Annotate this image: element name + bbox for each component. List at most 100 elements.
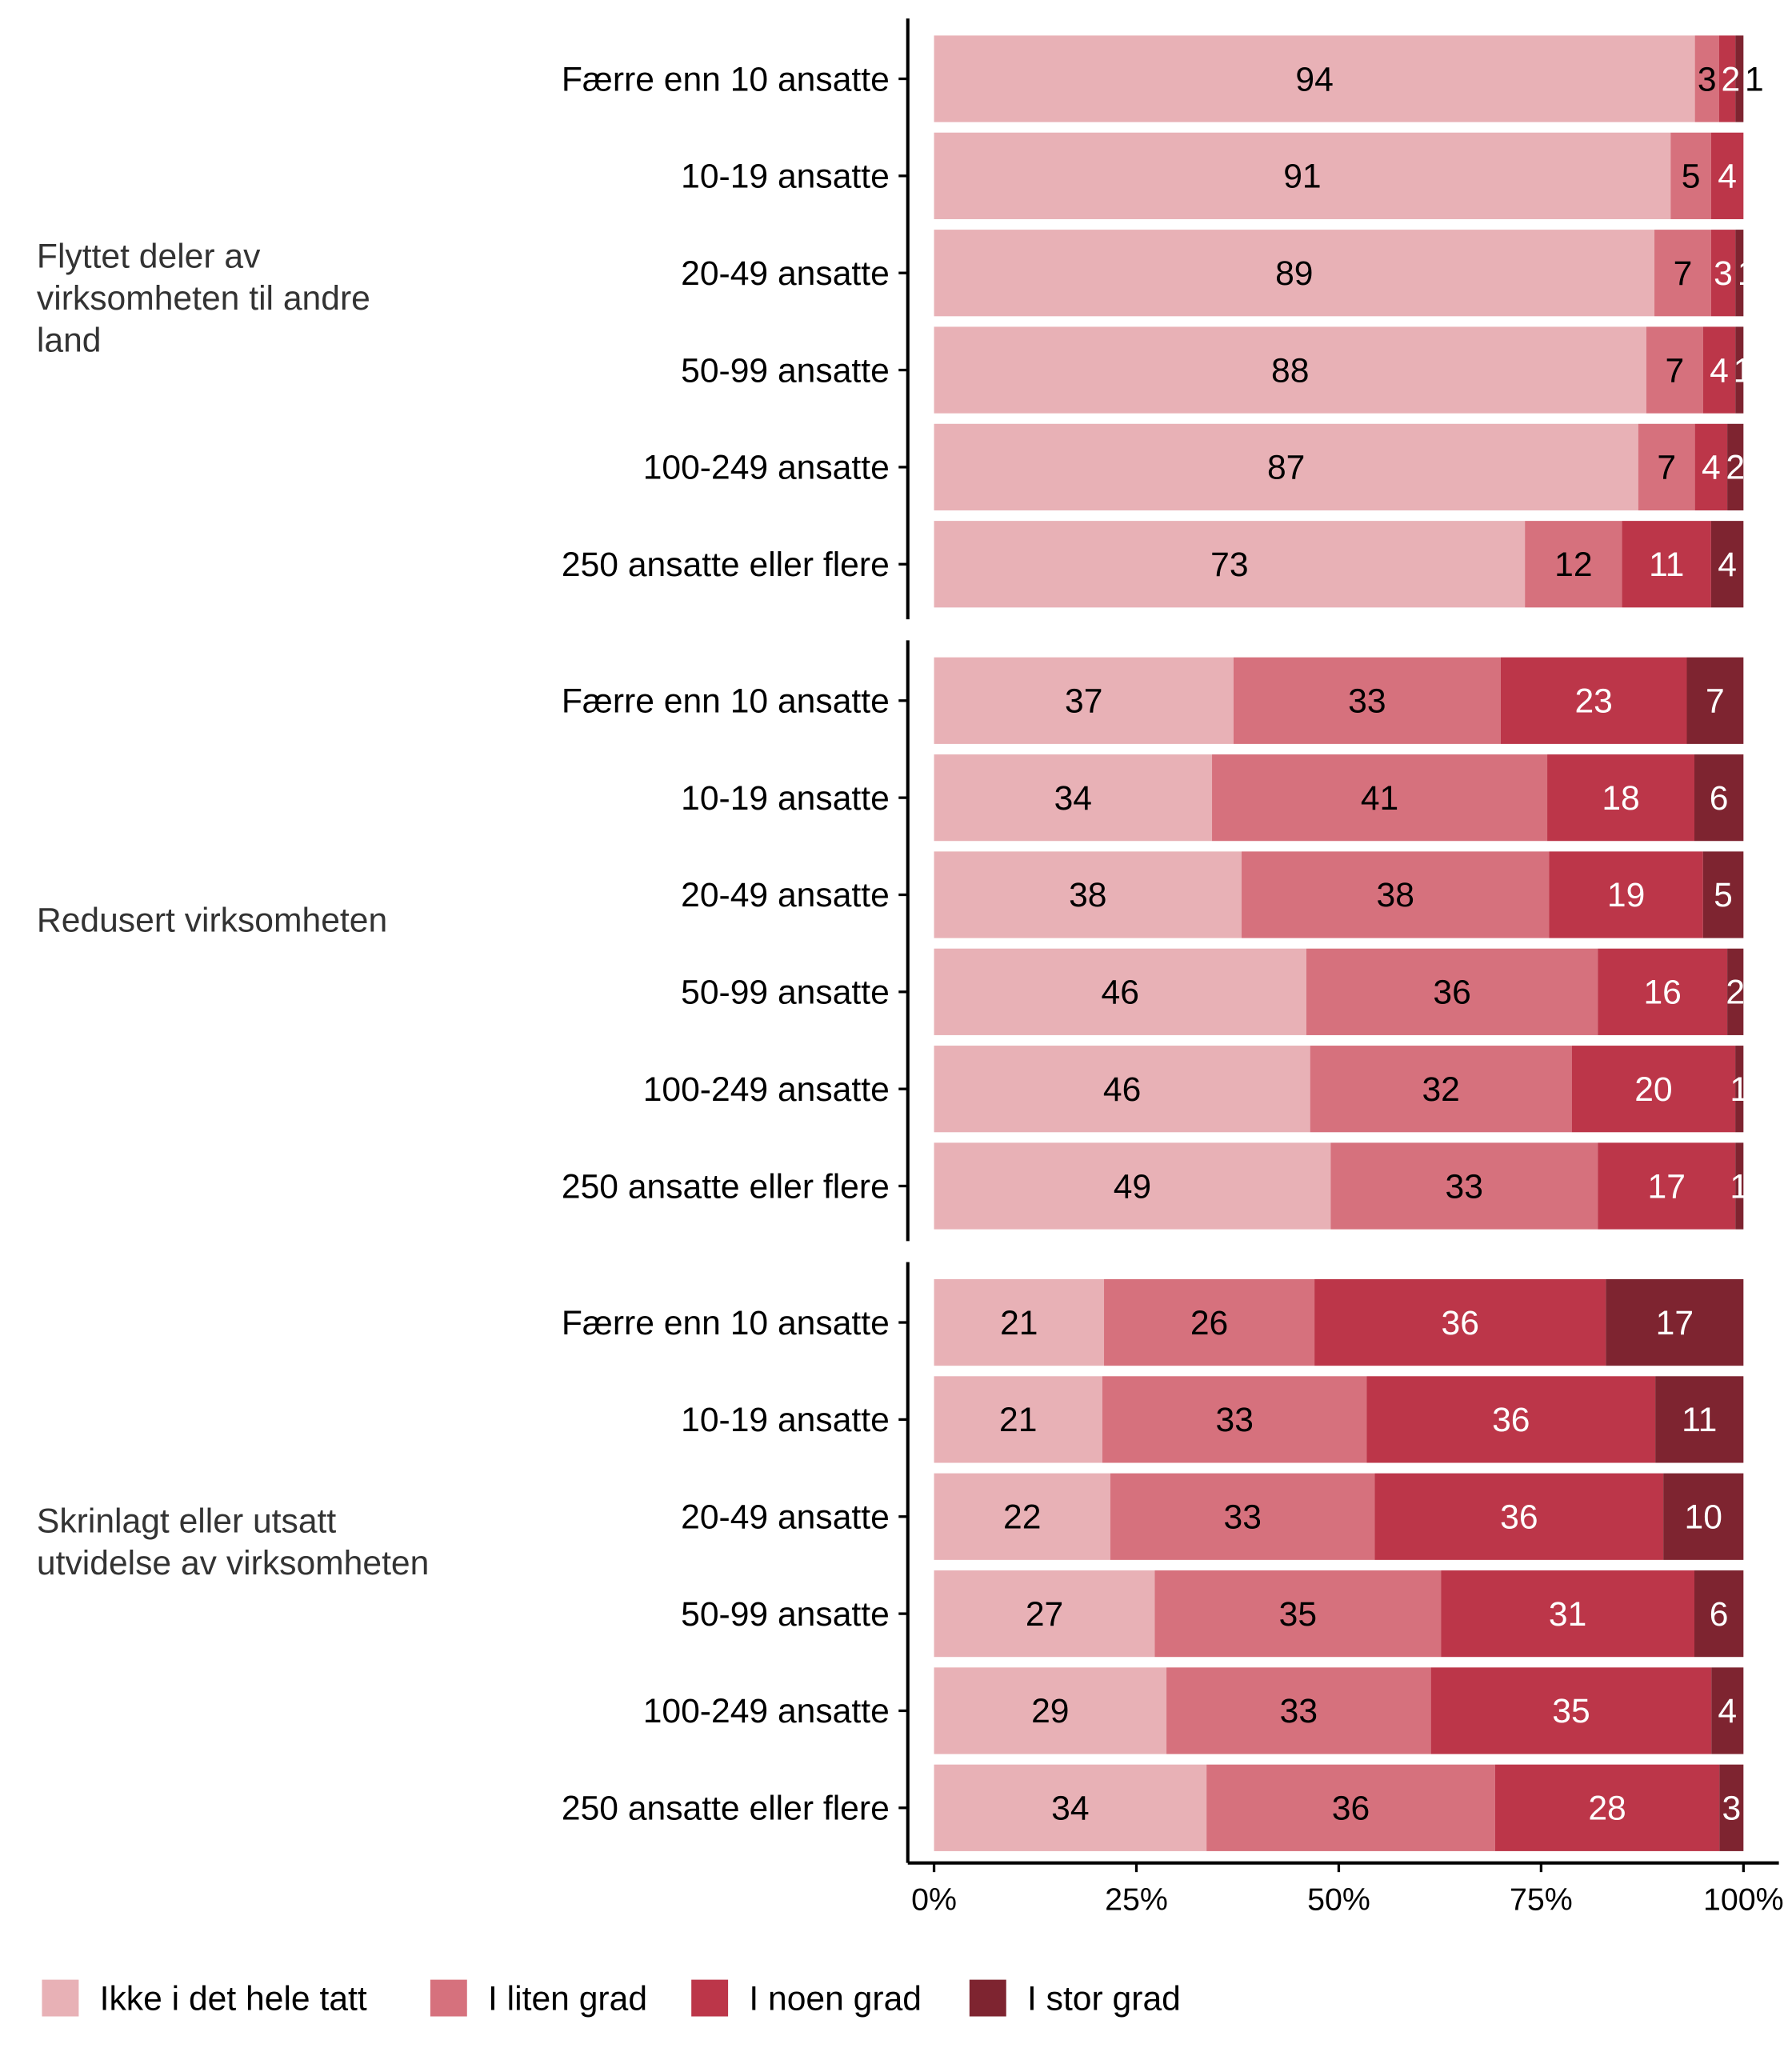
value-label: 36: [1433, 974, 1470, 1012]
bar-segment: [934, 754, 1213, 842]
bar-segment: [1430, 1667, 1712, 1754]
bar-segment: [934, 851, 1242, 938]
bar-segment: [1694, 423, 1728, 511]
bar-segment: [1500, 657, 1687, 744]
bar-segment: [1598, 948, 1728, 1035]
value-label: 4: [1710, 351, 1729, 390]
value-label: 4: [1718, 1692, 1737, 1730]
bar-segment: [1110, 1473, 1375, 1560]
row-label: 250 ansatte eller flere: [562, 1790, 890, 1828]
bar-segment: [1663, 1473, 1744, 1560]
value-label: 23: [1574, 682, 1612, 721]
legend-swatch: [969, 1979, 1006, 2017]
value-label: 19: [1607, 876, 1645, 914]
bar-segment: [1549, 851, 1703, 938]
legend-swatch: [691, 1979, 729, 2017]
bar-segment: [1622, 521, 1711, 608]
value-label: 7: [1674, 254, 1693, 293]
row-label: 250 ansatte eller flere: [562, 546, 890, 584]
value-label: 33: [1280, 1692, 1318, 1730]
group-label: Flyttet deler av: [37, 238, 261, 276]
value-label: 89: [1275, 254, 1313, 293]
value-label: 27: [1026, 1595, 1063, 1634]
legend-label: I stor grad: [1027, 1979, 1181, 2018]
value-label: 3: [1698, 60, 1717, 98]
bar-segment: [1330, 1142, 1598, 1230]
group-label: land: [37, 322, 102, 360]
value-label: 4: [1718, 546, 1737, 584]
value-label: 34: [1054, 779, 1092, 818]
value-label: 3: [1722, 1790, 1741, 1828]
value-label: 10: [1685, 1498, 1722, 1537]
bar-segment: [1694, 754, 1744, 842]
bar-segment: [1727, 948, 1744, 1035]
bar-segment: [1727, 423, 1744, 511]
value-label: 6: [1710, 779, 1729, 818]
row-label: 50-99 ansatte: [681, 974, 890, 1012]
bar-segment: [1694, 35, 1719, 122]
value-label: 38: [1069, 876, 1106, 914]
value-label: 37: [1065, 682, 1102, 721]
bar-segment: [934, 1764, 1207, 1851]
bar-segment: [1710, 230, 1736, 317]
value-label: 36: [1441, 1304, 1478, 1342]
x-tick-label: 25%: [1105, 1882, 1168, 1918]
bar-segment: [1654, 230, 1711, 317]
row-label: 10-19 ansatte: [681, 158, 890, 196]
row-label: 100-249 ansatte: [643, 449, 890, 487]
bar-segment: [1102, 1376, 1367, 1463]
value-label: 1: [1738, 254, 1757, 293]
row-label: 50-99 ansatte: [681, 351, 890, 390]
value-label: 2: [1726, 974, 1745, 1012]
bar-segment: [1735, 1046, 1744, 1133]
value-label: 46: [1103, 1070, 1141, 1109]
bar-segment: [1646, 326, 1703, 414]
value-label: 41: [1361, 779, 1398, 818]
value-label: 33: [1446, 1167, 1483, 1206]
group-label: utvidelse av virksomheten: [37, 1544, 429, 1582]
row-label: Færre enn 10 ansatte: [562, 1304, 890, 1342]
bar-segment: [1719, 1764, 1744, 1851]
bar-segment: [1314, 1278, 1606, 1366]
bar-segment: [1547, 754, 1695, 842]
value-label: 2: [1726, 449, 1745, 487]
bar-segment: [1366, 1376, 1656, 1463]
bar-segment: [1655, 1376, 1744, 1463]
row-label: 100-249 ansatte: [643, 1070, 890, 1109]
value-label: 1: [1734, 351, 1753, 390]
value-label: 1: [1730, 1070, 1749, 1109]
value-label: 7: [1665, 351, 1684, 390]
bars-layer: [934, 35, 1744, 1851]
value-label: 3: [1714, 254, 1733, 293]
value-label: 33: [1348, 682, 1386, 721]
value-label: 33: [1216, 1401, 1254, 1439]
bar-segment: [1571, 1046, 1736, 1133]
bar-segment: [1606, 1278, 1744, 1366]
value-label: 16: [1643, 974, 1681, 1012]
bar-segment: [1310, 1046, 1572, 1133]
bar-segment: [1441, 1570, 1695, 1658]
bar-segment: [1686, 657, 1744, 744]
bar-segment: [1154, 1570, 1442, 1658]
group-label: Skrinlagt eller utsatt: [37, 1502, 336, 1540]
group-label: virksomheten til andre: [37, 279, 370, 318]
bar-segment: [1735, 35, 1744, 122]
value-label: 49: [1114, 1167, 1151, 1206]
value-label: 36: [1500, 1498, 1538, 1537]
bar-segment: [934, 1376, 1102, 1463]
value-label: 33: [1224, 1498, 1262, 1537]
x-tick-label: 50%: [1307, 1882, 1370, 1918]
legend-label: I noen grad: [749, 1979, 922, 2018]
bar-segment: [934, 521, 1526, 608]
value-label: 7: [1706, 682, 1725, 721]
value-label: 32: [1422, 1070, 1459, 1109]
value-label: 1: [1730, 1167, 1749, 1206]
bar-segment: [1206, 1764, 1495, 1851]
bar-segment: [1670, 132, 1711, 219]
value-label: 4: [1718, 158, 1737, 196]
value-label: 17: [1656, 1304, 1694, 1342]
row-label: 50-99 ansatte: [681, 1595, 890, 1634]
value-label: 35: [1279, 1595, 1317, 1634]
value-label: 88: [1271, 351, 1309, 390]
